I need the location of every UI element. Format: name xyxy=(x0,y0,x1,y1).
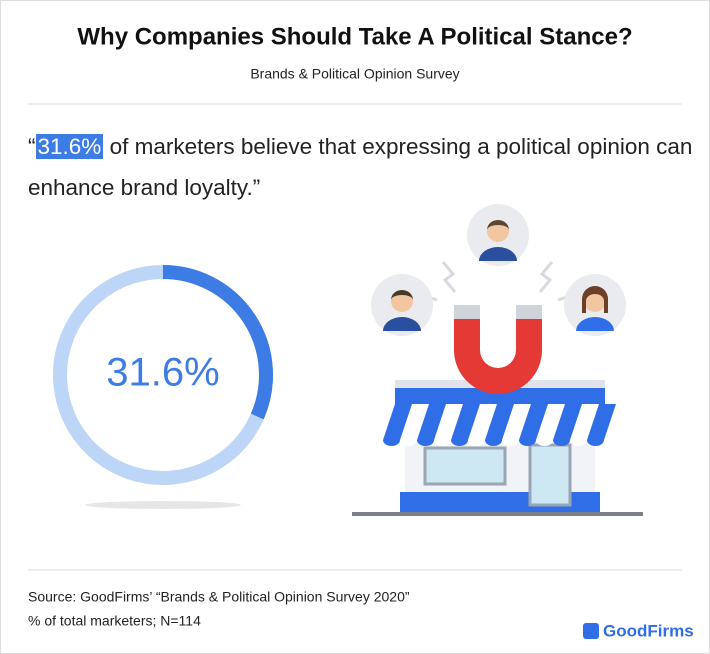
avatar-hair xyxy=(582,286,608,313)
avatar-body xyxy=(576,317,614,331)
brand: GoodFirms xyxy=(603,621,694,640)
value-label: 31.6% xyxy=(106,351,219,395)
chart-title: Why Companies Should Take A Political St… xyxy=(77,23,632,50)
quote-text: of marketers believe that expressing a p… xyxy=(28,134,693,200)
logo-icon xyxy=(583,623,599,639)
quote-open: “ xyxy=(28,134,36,159)
awning-stripe xyxy=(587,404,616,446)
chart-subtitle: Brands & Political Opinion Survey xyxy=(250,66,459,82)
avatar-face xyxy=(584,290,606,312)
quote: “31.6% of marketers believe that express… xyxy=(28,126,693,208)
avatar-hair xyxy=(391,290,413,300)
source: Source: GoodFirms’ “Brands & Political O… xyxy=(28,589,410,605)
awning-stripe xyxy=(383,404,412,446)
awning-stripe xyxy=(451,404,480,446)
awning-stripe xyxy=(485,404,514,446)
avatar-body xyxy=(479,247,517,261)
quote-highlight: 31.6% xyxy=(35,134,104,159)
donut: 31.6% xyxy=(53,265,273,485)
awning-stripe xyxy=(519,404,548,446)
awning-stripe xyxy=(417,404,446,446)
donut-segment xyxy=(162,265,273,420)
source-note: % of total marketers; N=114 xyxy=(28,613,201,629)
awning-stripe xyxy=(553,404,582,446)
avatar-body xyxy=(383,317,421,331)
illustration xyxy=(352,204,643,516)
avatar-hair xyxy=(487,220,509,230)
shadow xyxy=(85,501,241,509)
